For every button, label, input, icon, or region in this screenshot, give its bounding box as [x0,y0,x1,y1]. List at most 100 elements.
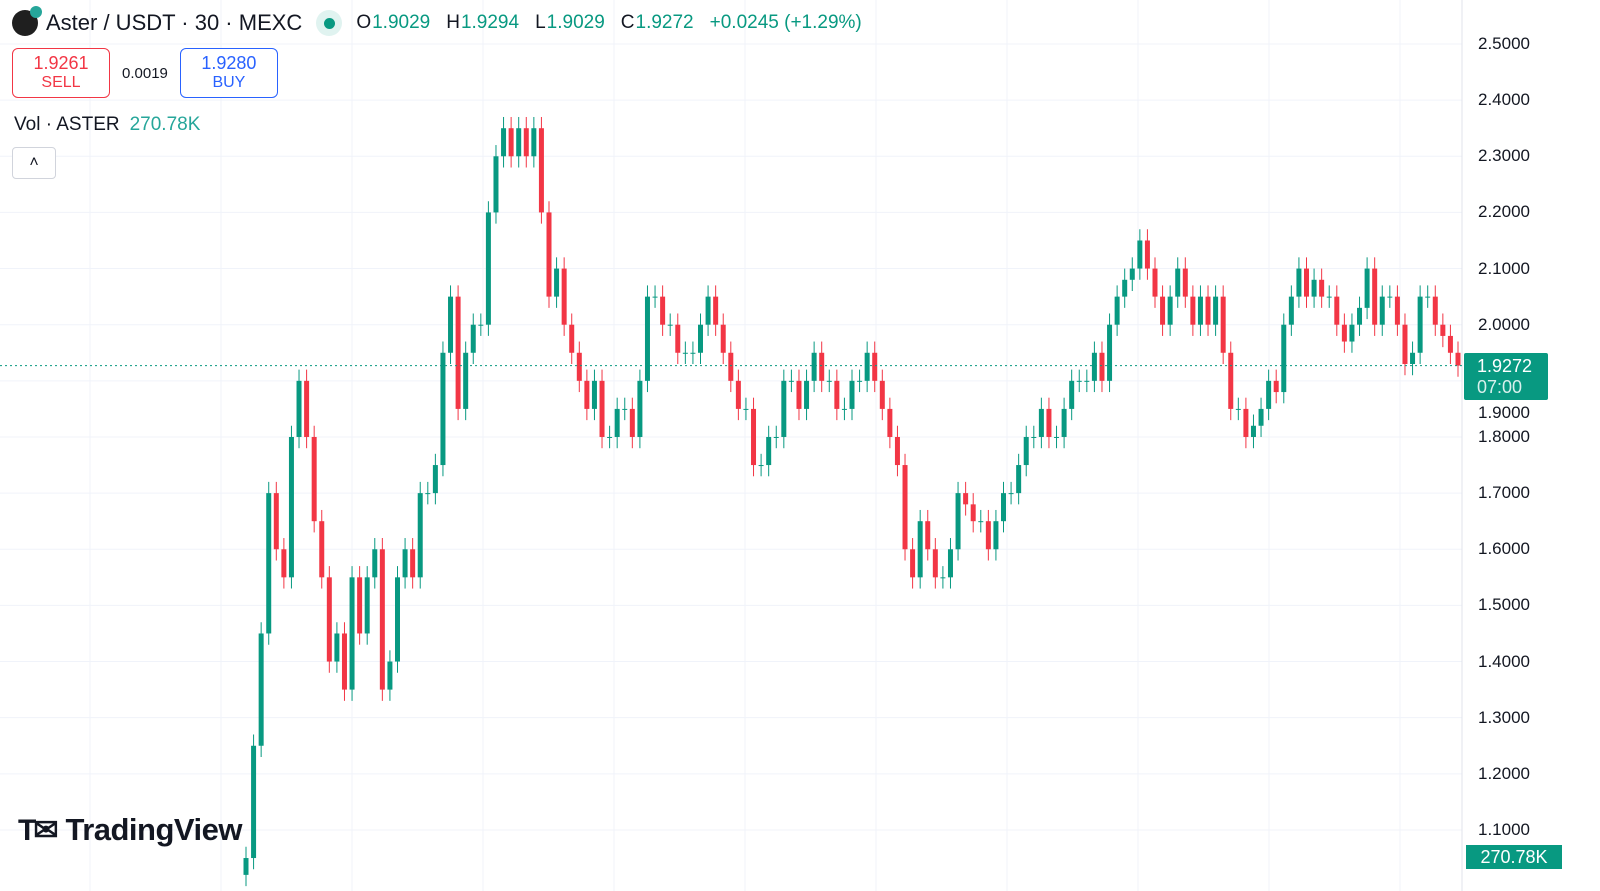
candle [1091,352,1097,381]
candle [296,380,302,437]
candle [516,128,522,157]
candle [1341,324,1347,342]
candle [501,128,507,157]
last-price-tag: 1.9272 07:00 [1464,353,1548,400]
candle [508,128,514,157]
candle [364,577,370,634]
candle [1425,296,1431,298]
candle [251,745,257,859]
bar-countdown: 07:00 [1477,377,1523,397]
candle [955,493,961,550]
candle [1364,268,1370,308]
buy-price: 1.9280 [201,53,257,73]
candle [1243,408,1249,437]
candle [1152,268,1158,297]
candle [864,352,870,381]
candle [1122,279,1128,297]
candle [599,380,605,437]
candle [1440,324,1446,336]
candle [1394,296,1400,325]
candle [788,380,794,382]
price-tick: 2.2000 [1478,202,1530,222]
market-status-icon[interactable] [316,10,343,36]
candle [1160,296,1166,325]
candle [879,380,885,409]
candle [1046,408,1052,437]
candle [311,436,317,522]
ohlc-open: O1.9029 [356,12,431,33]
candle [660,296,666,325]
candle [713,296,719,325]
price-tick: 1.5000 [1478,595,1530,615]
price-tick: 1.1000 [1478,819,1530,839]
candle [395,577,400,662]
candle [947,549,953,578]
price-tick: 1.3000 [1478,707,1530,727]
candle [1281,324,1287,393]
candle [1235,408,1241,410]
candle [751,408,757,466]
price-tick: 2.3000 [1478,146,1530,166]
chevron-up-icon: ˄ [29,154,39,171]
candle [273,493,279,550]
price-tick: 2.4000 [1478,90,1530,110]
candle [1319,279,1325,297]
candle [319,521,325,578]
sell-label: SELL [41,74,81,91]
candle [743,408,749,410]
candle [629,408,635,437]
candle [1379,296,1385,325]
sell-button[interactable]: 1.9261 SELL [12,48,110,98]
candle [1304,268,1309,297]
candle [910,549,916,578]
candle [569,324,575,353]
candle [417,493,423,578]
candle [804,380,810,409]
candle [1220,296,1226,353]
candle [644,296,650,381]
candle [326,577,332,662]
candle [432,465,438,494]
candle [1447,335,1453,353]
candle [781,380,787,437]
candle [841,408,847,410]
candle [735,380,741,409]
buy-label: BUY [212,74,246,91]
candle [614,408,620,437]
buy-button[interactable]: 1.9280 BUY [179,48,278,98]
candle [561,268,567,325]
candle [1213,296,1219,325]
candle [985,521,991,550]
candle [357,577,363,634]
collapse-legend-button[interactable]: ˄ [12,147,56,179]
candle [538,128,544,213]
candle [243,858,249,875]
candle [1023,436,1029,466]
candle [872,352,878,381]
candle [1076,380,1082,382]
symbol-title[interactable]: Aster / USDT · 30 · MEXC [46,10,303,35]
volume-tag: 270.78K [1466,845,1562,869]
candle [667,324,673,326]
candle [546,212,552,297]
candle [591,380,597,409]
candle [1266,380,1272,409]
candle [1334,296,1340,325]
candle [425,493,431,495]
candle [690,352,696,354]
candle [1250,425,1256,437]
candle [1167,296,1173,325]
candle [288,436,294,578]
candle [1069,380,1075,409]
trade-panel: 1.9261 SELL 0.0019 1.9280 BUY [12,48,278,98]
candle [993,521,999,550]
candle [766,436,772,466]
candle [387,661,393,690]
candle [1228,352,1234,409]
candle [1372,268,1378,325]
candle [917,521,923,578]
ohlc-close: C1.9272 [620,12,694,33]
candle [652,296,658,298]
symbol-legend: Aster / USDT · 30 · MEXC O1.9029 H1.9294… [12,6,870,36]
